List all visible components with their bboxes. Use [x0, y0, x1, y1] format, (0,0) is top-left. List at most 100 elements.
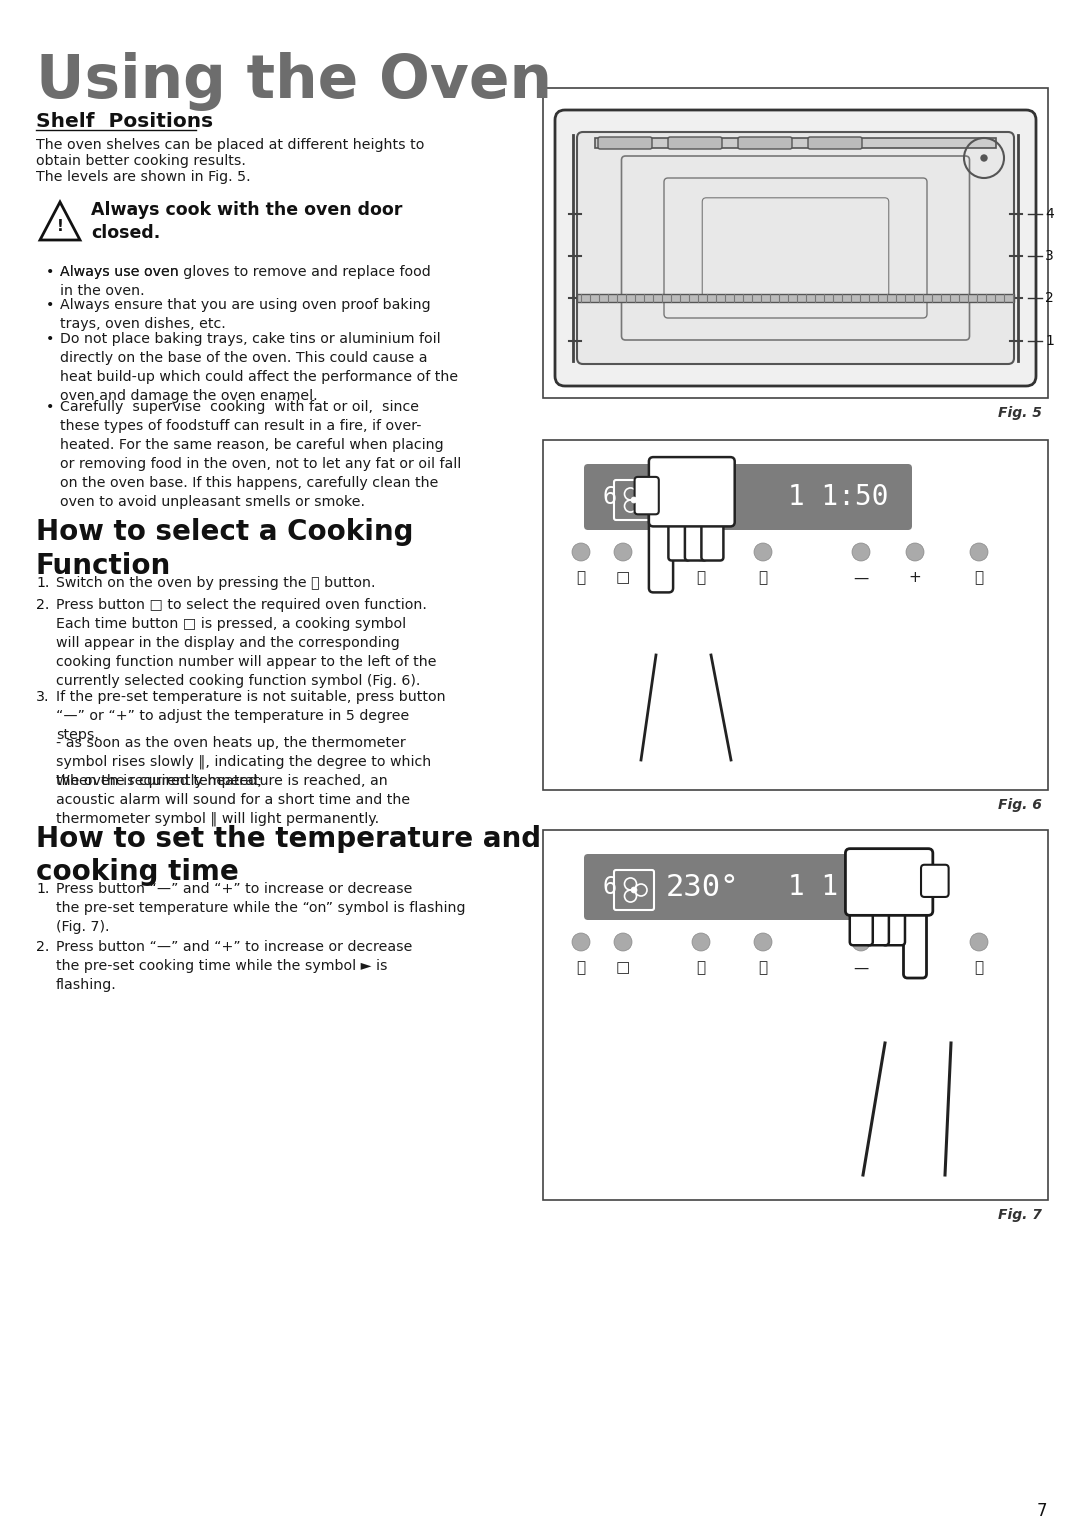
Text: ⌛: ⌛ [974, 961, 984, 975]
Text: Fig. 7: Fig. 7 [998, 1209, 1042, 1222]
FancyBboxPatch shape [738, 138, 792, 150]
Text: Press button “—” and “+” to increase or decrease
the pre-set temperature while t: Press button “—” and “+” to increase or … [56, 882, 465, 934]
FancyBboxPatch shape [846, 848, 933, 915]
Text: Fig. 5: Fig. 5 [998, 406, 1042, 420]
Circle shape [852, 934, 870, 950]
FancyBboxPatch shape [649, 507, 673, 593]
Text: 2.: 2. [36, 597, 50, 613]
Circle shape [631, 886, 637, 892]
FancyBboxPatch shape [866, 906, 889, 946]
Bar [577, 293, 1014, 303]
Text: Each time button □ is pressed, a cooking symbol
will appear in the display and t: Each time button □ is pressed, a cooking… [56, 617, 436, 688]
FancyBboxPatch shape [649, 457, 734, 527]
Circle shape [754, 542, 772, 561]
Text: 1 1:50: 1 1:50 [788, 872, 889, 902]
FancyBboxPatch shape [904, 895, 927, 978]
Text: Always cook with the oven door
closed.: Always cook with the oven door closed. [91, 202, 403, 241]
Circle shape [692, 934, 710, 950]
Text: •: • [46, 264, 54, 280]
Text: 3.: 3. [36, 691, 50, 704]
Text: Using the Oven: Using the Oven [36, 52, 552, 112]
Text: obtain better cooking results.: obtain better cooking results. [36, 154, 246, 168]
Text: If the pre-set temperature is not suitable, press button
“—” or “+” to adjust th: If the pre-set temperature is not suitab… [56, 691, 446, 743]
FancyBboxPatch shape [543, 440, 1048, 790]
Circle shape [970, 542, 988, 561]
FancyBboxPatch shape [808, 138, 862, 150]
Text: 230°: 230° [666, 872, 740, 902]
Text: 200°: 200° [666, 483, 740, 512]
Circle shape [572, 542, 590, 561]
Text: Always use oven: Always use oven [60, 264, 184, 280]
Text: 7: 7 [1037, 1502, 1048, 1520]
FancyBboxPatch shape [543, 830, 1048, 1199]
Text: •: • [46, 400, 54, 414]
Circle shape [692, 542, 710, 561]
Text: 1 1:50: 1 1:50 [788, 483, 889, 510]
Text: □: □ [616, 570, 631, 585]
Circle shape [615, 542, 632, 561]
Text: •: • [46, 298, 54, 312]
Text: •: • [46, 332, 54, 345]
FancyBboxPatch shape [577, 131, 1014, 364]
Text: ⓘ: ⓘ [577, 961, 585, 975]
Text: ⓘ: ⓘ [577, 570, 585, 585]
FancyBboxPatch shape [921, 865, 948, 897]
Text: Press button “—” and “+” to increase or decrease
the pre-set cooking time while : Press button “—” and “+” to increase or … [56, 940, 413, 992]
Circle shape [852, 542, 870, 561]
Text: 2.: 2. [36, 940, 50, 953]
Text: —: — [853, 961, 868, 975]
Text: When the required temperature is reached, an
acoustic alarm will sound for a sho: When the required temperature is reached… [56, 775, 410, 827]
FancyBboxPatch shape [543, 89, 1048, 397]
Text: □: □ [616, 961, 631, 975]
Circle shape [615, 934, 632, 950]
Text: 2: 2 [1045, 290, 1054, 306]
Text: 1: 1 [1045, 335, 1054, 348]
Text: +: + [908, 570, 921, 585]
Text: Carefully  supervise  cooking  with fat or oil,  since
these types of foodstuff : Carefully supervise cooking with fat or … [60, 400, 461, 509]
Text: ⎕: ⎕ [758, 570, 768, 585]
Text: 6: 6 [602, 484, 617, 509]
Text: Ⓑ: Ⓑ [697, 961, 705, 975]
Text: Press button □ to select the required oven function.: Press button □ to select the required ov… [56, 597, 427, 613]
Circle shape [754, 934, 772, 950]
Circle shape [970, 934, 988, 950]
FancyBboxPatch shape [669, 521, 690, 561]
Text: - as soon as the oven heats up, the thermometer
symbol rises slowly ‖, indicatin: - as soon as the oven heats up, the ther… [56, 736, 431, 788]
FancyBboxPatch shape [584, 854, 912, 920]
Circle shape [981, 154, 987, 160]
Text: Shelf  Positions: Shelf Positions [36, 112, 213, 131]
Text: —: — [853, 570, 868, 585]
FancyBboxPatch shape [701, 521, 724, 561]
FancyBboxPatch shape [669, 138, 723, 150]
Text: +: + [908, 961, 921, 975]
Text: Always use oven gloves to remove and replace food
in the oven.: Always use oven gloves to remove and rep… [60, 264, 431, 298]
Text: 3: 3 [1045, 249, 1054, 263]
Bar [595, 138, 996, 148]
Text: Fig. 6: Fig. 6 [998, 798, 1042, 811]
Text: Ⓑ: Ⓑ [697, 570, 705, 585]
FancyBboxPatch shape [882, 906, 905, 946]
Text: How to set the temperature and
cooking time: How to set the temperature and cooking t… [36, 825, 541, 886]
Text: 6: 6 [602, 876, 617, 898]
Text: How to select a Cooking
Function: How to select a Cooking Function [36, 518, 414, 579]
FancyBboxPatch shape [850, 906, 873, 946]
Text: ⌛: ⌛ [974, 570, 984, 585]
FancyBboxPatch shape [635, 477, 659, 515]
Circle shape [572, 934, 590, 950]
Text: 1.: 1. [36, 576, 50, 590]
FancyBboxPatch shape [598, 138, 652, 150]
Text: The levels are shown in Fig. 5.: The levels are shown in Fig. 5. [36, 170, 251, 183]
Circle shape [906, 542, 924, 561]
Text: 4: 4 [1045, 206, 1054, 222]
FancyBboxPatch shape [555, 110, 1036, 387]
Text: Always ensure that you are using oven proof baking
trays, oven dishes, etc.: Always ensure that you are using oven pr… [60, 298, 431, 332]
Text: ⎕: ⎕ [758, 961, 768, 975]
Text: !: ! [56, 219, 64, 234]
Text: Switch on the oven by pressing the ⓘ button.: Switch on the oven by pressing the ⓘ but… [56, 576, 376, 590]
Circle shape [631, 497, 637, 503]
FancyBboxPatch shape [584, 465, 912, 530]
Circle shape [906, 934, 924, 950]
Text: 1.: 1. [36, 882, 50, 895]
Text: Do not place baking trays, cake tins or aluminium foil
directly on the base of t: Do not place baking trays, cake tins or … [60, 332, 458, 403]
Text: The oven shelves can be placed at different heights to: The oven shelves can be placed at differ… [36, 138, 424, 151]
